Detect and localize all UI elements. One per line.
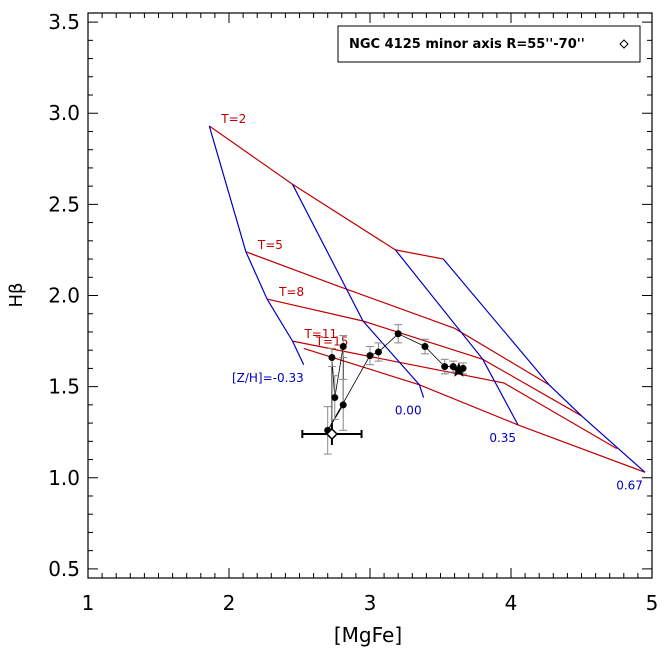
metallicity-line-label: 0.35 xyxy=(489,431,516,445)
y-axis-label: Hβ xyxy=(6,282,27,307)
data-point xyxy=(374,348,382,356)
x-tick-label: 3 xyxy=(364,591,377,615)
y-tick-label: 1.5 xyxy=(48,375,80,399)
age-line-label: T=8 xyxy=(278,285,304,299)
legend-box xyxy=(337,25,641,63)
metallicity-line xyxy=(208,125,305,366)
plot-frame xyxy=(87,12,653,579)
age-line xyxy=(208,125,444,260)
metallicity-line-label: 0.67 xyxy=(616,478,643,492)
y-tick-label: 3.0 xyxy=(48,101,80,125)
y-tick-label: 2.0 xyxy=(48,284,80,308)
age-line-label: T=15 xyxy=(315,334,349,348)
metallicity-line xyxy=(394,249,519,426)
x-axis-label: [MgFe] xyxy=(334,623,402,647)
data-point xyxy=(331,394,339,402)
metallicity-line-label: [Z/H]=-0.33 xyxy=(232,371,304,385)
metallicity-line-label: 0.00 xyxy=(395,404,422,418)
age-line xyxy=(245,251,550,386)
metallicity-line xyxy=(442,258,646,473)
x-tick-label: 2 xyxy=(223,591,236,615)
age-line-label: T=5 xyxy=(257,238,283,252)
age-line-label: T=2 xyxy=(220,112,246,126)
age-line-label: T=11 xyxy=(303,327,337,341)
data-point xyxy=(339,343,347,351)
metallicity-line xyxy=(291,184,425,398)
y-tick-label: 3.5 xyxy=(48,10,80,34)
legend-diamond-icon xyxy=(619,39,629,49)
data-point xyxy=(421,343,429,351)
legend-label: NGC 4125 minor axis R=55''-70'' xyxy=(349,37,585,52)
x-tick-label: 5 xyxy=(646,591,659,615)
y-tick-label: 2.5 xyxy=(48,192,80,216)
x-tick-label: 4 xyxy=(505,591,518,615)
data-point xyxy=(394,330,402,338)
data-point xyxy=(339,401,347,409)
mean-diamond xyxy=(325,427,338,441)
legend: NGC 4125 minor axis R=55''-70'' xyxy=(337,25,641,63)
data-point xyxy=(328,353,336,361)
x-tick-label: 1 xyxy=(82,591,95,615)
y-tick-label: 1.0 xyxy=(48,466,80,490)
data-point xyxy=(366,352,374,360)
age-line xyxy=(292,340,618,450)
data-connector xyxy=(327,333,464,434)
axes: 1 2 3 4 5 0.5 1.0 1.5 2.0 2.5 3.0 3.5 xyxy=(48,10,658,615)
model-grid: T=2 T=5 T=8 T=11T=15 [Z/H]=-0.33 0.00 0.35 0.67 xyxy=(208,112,646,492)
y-tick-label: 0.5 xyxy=(48,557,80,581)
data-point xyxy=(441,363,449,371)
data-points xyxy=(301,324,468,455)
age-line xyxy=(303,347,646,473)
age-line xyxy=(266,298,582,417)
star-marker xyxy=(451,362,467,377)
